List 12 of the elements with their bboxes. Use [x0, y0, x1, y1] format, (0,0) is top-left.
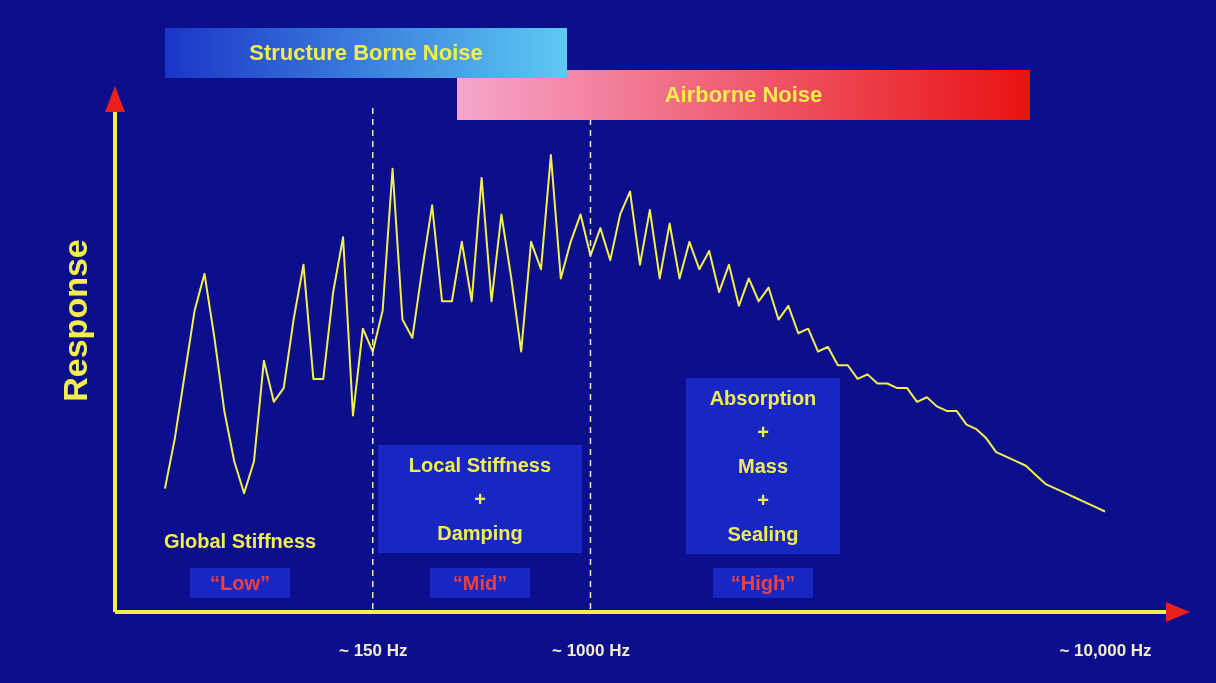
- annotation: Global Stiffness: [163, 529, 317, 554]
- text: Airborne Noise: [664, 81, 823, 109]
- annotation: “Low”: [210, 571, 270, 596]
- x-tick-label: ~ 10,000 Hz: [1059, 640, 1152, 660]
- annotation: “Mid”: [452, 571, 508, 596]
- annotation: Local Stiffness + Damping: [408, 453, 552, 546]
- x-tick-label: ~ 1000 Hz: [551, 640, 630, 660]
- x-tick-label: ~ 150 Hz: [339, 640, 408, 660]
- text: Structure Borne Noise: [249, 39, 483, 67]
- annotation: Absorption + Mass + Sealing: [709, 386, 817, 547]
- annotation: “High”: [730, 571, 796, 596]
- y-axis-title: Response: [55, 239, 94, 402]
